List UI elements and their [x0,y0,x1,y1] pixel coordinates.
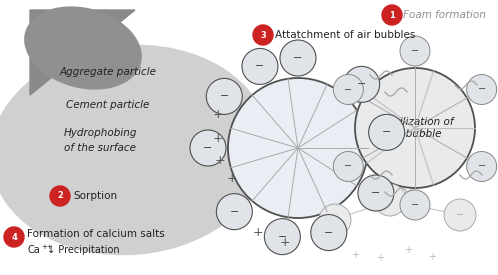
Text: −: − [411,46,419,56]
Text: −: − [324,228,334,238]
Text: Attatchment of air bubbles: Attatchment of air bubbles [275,30,415,40]
Text: Cement particle: Cement particle [66,100,150,110]
Text: −: − [386,195,394,205]
Circle shape [400,190,430,220]
Text: +: + [252,226,263,238]
Text: −: − [371,188,380,198]
Circle shape [264,219,300,255]
Text: Hydrophobing: Hydrophobing [63,128,137,138]
Circle shape [400,36,430,66]
Circle shape [206,78,242,114]
Text: Foam formation: Foam formation [403,10,486,20]
Circle shape [374,184,406,216]
Text: 3: 3 [260,31,266,40]
Text: Stabilization of
air bubble: Stabilization of air bubble [376,117,454,139]
Text: Aggregate particle: Aggregate particle [59,67,156,77]
Circle shape [333,152,364,182]
Text: +: + [213,109,223,122]
Text: −: − [344,84,353,95]
Circle shape [216,194,252,230]
Circle shape [467,152,497,182]
Text: −: − [293,53,303,63]
Text: 4: 4 [11,232,17,241]
Text: −: − [478,161,486,172]
Circle shape [369,114,405,150]
Text: −: − [278,232,287,242]
Text: +: + [351,250,359,260]
Text: −: − [220,91,229,101]
Text: −: − [478,84,486,95]
Circle shape [355,68,475,188]
Circle shape [333,75,364,104]
Text: +: + [227,172,238,185]
Text: +: + [215,155,225,167]
Circle shape [280,40,316,76]
Text: −: − [382,127,391,138]
Text: Sorption: Sorption [73,191,117,201]
Ellipse shape [0,45,270,255]
Circle shape [467,75,497,104]
Text: −: − [456,210,464,220]
Text: −: − [331,215,339,225]
Text: −: − [203,143,213,153]
Text: −: − [357,79,367,89]
Text: ++: ++ [41,244,53,250]
Circle shape [319,204,351,236]
Text: Ca: Ca [27,245,40,255]
Text: −: − [230,207,239,217]
Text: −: − [344,161,353,172]
Text: Formation of calcium salts: Formation of calcium salts [27,229,165,239]
Text: −: − [255,61,264,72]
Circle shape [344,66,379,102]
Text: 1: 1 [389,10,395,20]
Circle shape [190,130,226,166]
Circle shape [4,227,24,247]
Ellipse shape [24,6,142,90]
Text: −: − [411,200,419,210]
Text: +: + [376,253,384,263]
Text: +: + [213,131,223,144]
Circle shape [444,199,476,231]
Text: +: + [280,235,290,249]
Circle shape [311,214,347,251]
Text: 2: 2 [57,191,63,200]
Circle shape [242,48,278,84]
Circle shape [50,186,70,206]
Text: ↓ Precipitation: ↓ Precipitation [47,245,120,255]
Polygon shape [30,10,135,95]
Text: +: + [428,252,436,262]
Circle shape [358,175,394,211]
Circle shape [253,25,273,45]
Circle shape [228,78,368,218]
Circle shape [382,5,402,25]
Text: of the surface: of the surface [64,143,136,153]
Text: +: + [404,245,412,255]
